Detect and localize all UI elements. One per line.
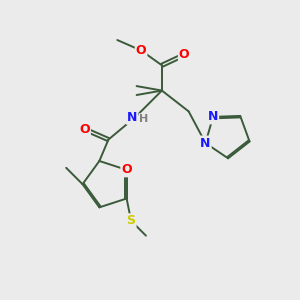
Text: N: N (127, 111, 137, 124)
Text: O: O (121, 164, 132, 176)
Text: N: N (200, 136, 211, 150)
Text: O: O (79, 123, 90, 136)
Text: N: N (208, 110, 218, 123)
Text: S: S (127, 214, 136, 227)
Text: O: O (136, 44, 146, 57)
Text: O: O (179, 48, 190, 62)
Text: H: H (140, 114, 149, 124)
